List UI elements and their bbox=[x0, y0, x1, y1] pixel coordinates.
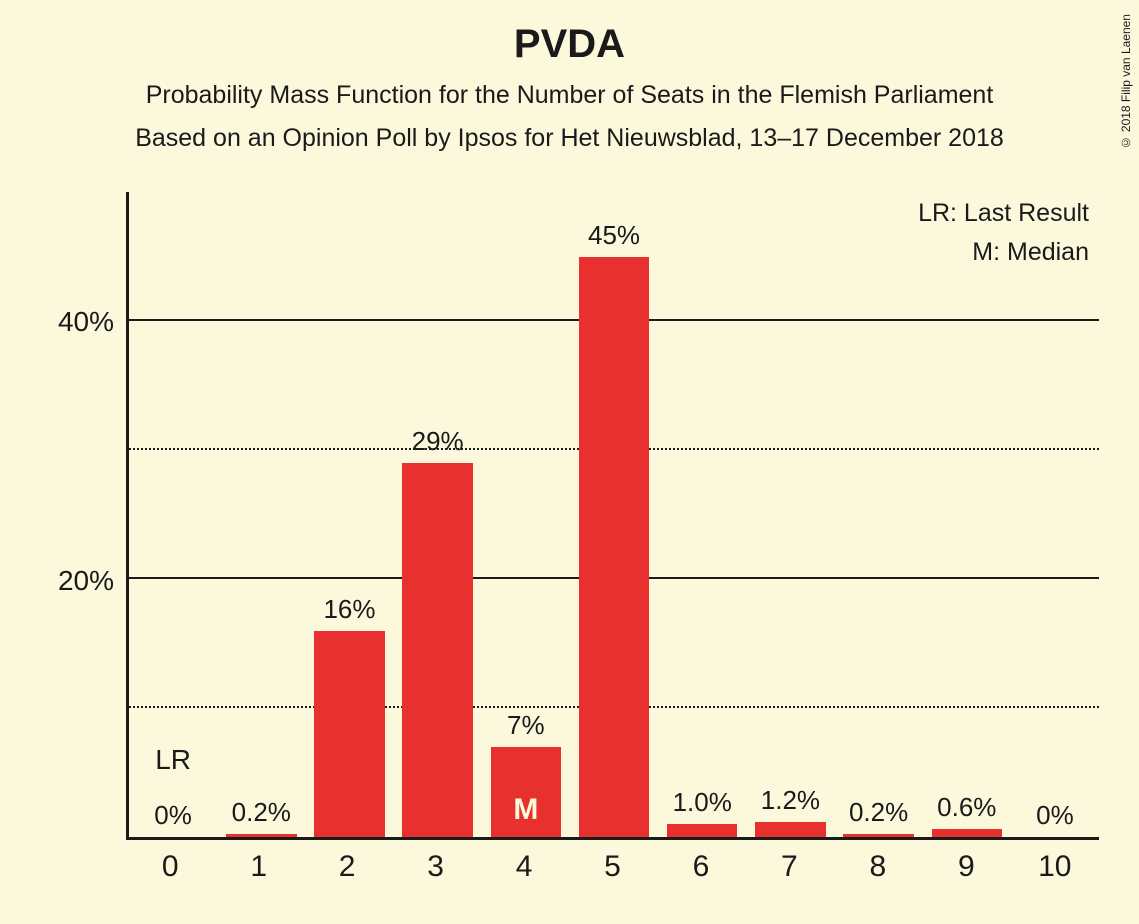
x-axis-label: 1 bbox=[214, 840, 302, 894]
x-axis-label: 10 bbox=[1011, 840, 1099, 894]
bar bbox=[314, 631, 385, 837]
bar-value-label: 16% bbox=[323, 594, 375, 625]
bar-column: 0.6% bbox=[923, 192, 1011, 837]
bar-value-label: 7% bbox=[507, 710, 545, 741]
bar bbox=[667, 824, 738, 837]
bar-column: 0.2% bbox=[217, 192, 305, 837]
bar bbox=[226, 834, 297, 837]
bar-column: 0.2% bbox=[835, 192, 923, 837]
bar-column: LR 0% bbox=[129, 192, 217, 837]
x-axis: 012345678910 bbox=[126, 840, 1099, 894]
bar-value-label: 0.2% bbox=[232, 797, 291, 828]
bar-column: 1.2% bbox=[746, 192, 834, 837]
bar-column: 45% bbox=[570, 192, 658, 837]
chart-subtitle-1: Probability Mass Function for the Number… bbox=[0, 81, 1139, 110]
x-axis-label: 2 bbox=[303, 840, 391, 894]
bar-value-label: 0.6% bbox=[937, 792, 996, 823]
median-marker: M bbox=[491, 793, 562, 827]
x-axis-label: 4 bbox=[480, 840, 568, 894]
x-axis-label: 8 bbox=[834, 840, 922, 894]
bar-value-label: 0% bbox=[154, 800, 192, 831]
chart-area: LR: Last Result M: Median 20%40% LR0%0.2… bbox=[56, 192, 1099, 894]
bar bbox=[579, 257, 650, 838]
x-axis-label: 0 bbox=[126, 840, 214, 894]
bar bbox=[932, 829, 1003, 837]
x-axis-label: 5 bbox=[568, 840, 656, 894]
y-axis-label: 40% bbox=[58, 306, 114, 338]
chart-subtitle-2: Based on an Opinion Poll by Ipsos for He… bbox=[0, 124, 1139, 153]
bar bbox=[843, 834, 914, 837]
bar-column: 1.0% bbox=[658, 192, 746, 837]
lr-marker: LR bbox=[155, 744, 191, 776]
bar bbox=[755, 822, 826, 837]
x-axis-label: 7 bbox=[745, 840, 833, 894]
y-axis: 20% 40% bbox=[56, 192, 126, 840]
bar-column: 7% M bbox=[482, 192, 570, 837]
bars-container: LR 0% 0.2% 16% 29% 7% M 45% 1.0% 1.2% 0.2% 0.6% 0% bbox=[129, 192, 1099, 837]
bar-value-label: 45% bbox=[588, 220, 640, 251]
x-axis-label: 6 bbox=[657, 840, 745, 894]
bar-value-label: 1.2% bbox=[761, 785, 820, 816]
bar-column: 29% bbox=[394, 192, 482, 837]
bar: M bbox=[491, 747, 562, 837]
x-axis-label: 9 bbox=[922, 840, 1010, 894]
y-axis-label: 20% bbox=[58, 565, 114, 597]
bar-column: 0% bbox=[1011, 192, 1099, 837]
bar bbox=[402, 463, 473, 837]
plot-area: LR 0% 0.2% 16% 29% 7% M 45% 1.0% 1.2% 0.2% 0.6% 0% bbox=[126, 192, 1099, 840]
bar-value-label: 0.2% bbox=[849, 797, 908, 828]
copyright-text: © 2018 Filip van Laenen bbox=[1119, 14, 1133, 149]
bar-value-label: 1.0% bbox=[673, 787, 732, 818]
bar-column: 16% bbox=[305, 192, 393, 837]
bar-value-label: 29% bbox=[412, 426, 464, 457]
chart-title: PVDA bbox=[0, 0, 1139, 67]
x-axis-label: 3 bbox=[391, 840, 479, 894]
bar-value-label: 0% bbox=[1036, 800, 1074, 831]
